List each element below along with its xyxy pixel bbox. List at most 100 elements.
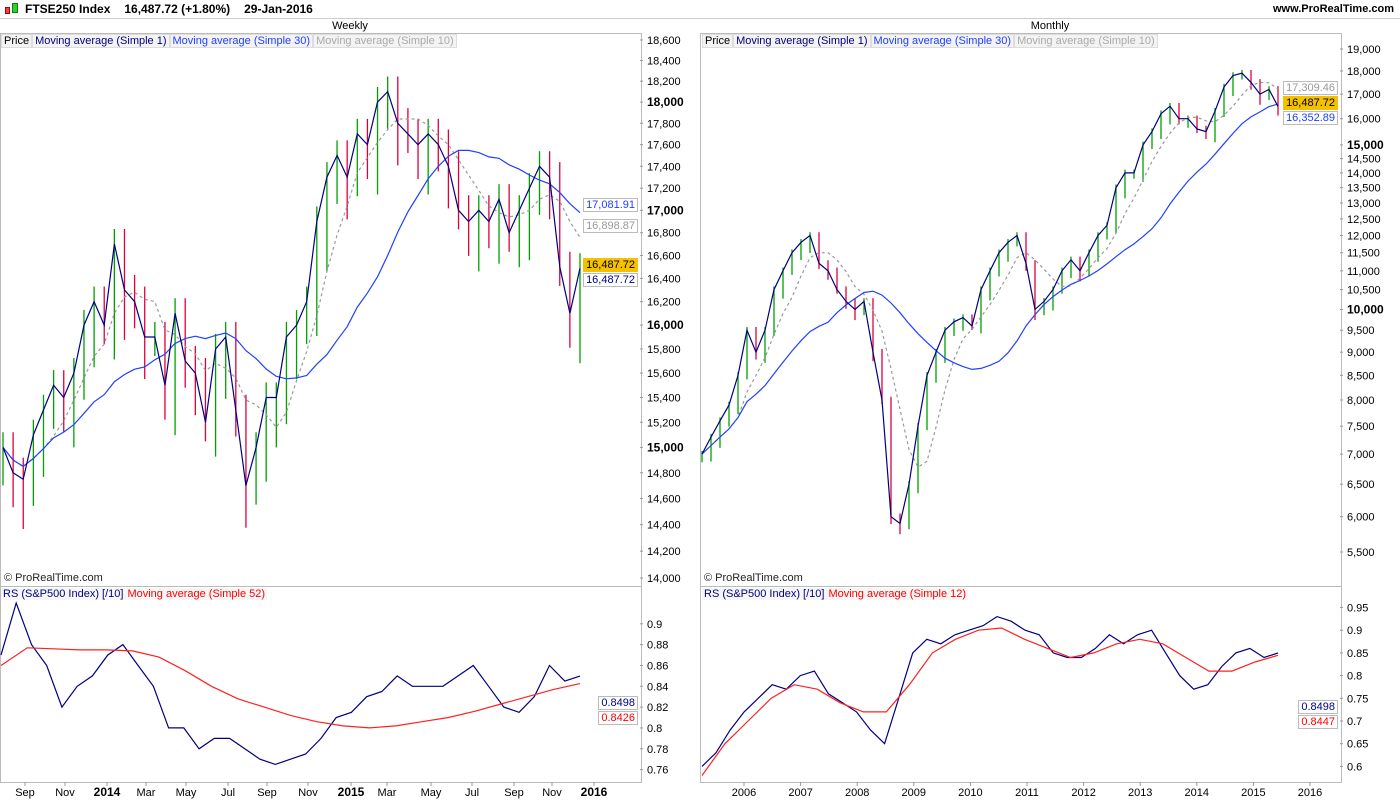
- legend-ma10[interactable]: Moving average (Simple 10): [1014, 34, 1158, 48]
- x-tick-label: Jul: [221, 787, 235, 799]
- legend-price[interactable]: Price: [702, 34, 734, 48]
- y-tick-label: 13,500: [1347, 183, 1381, 195]
- x-tick-label: 2011: [1015, 787, 1039, 799]
- weekly-rs-tag: 0.8498: [598, 696, 638, 710]
- y-tick-label: 0.9: [1347, 625, 1362, 637]
- y-tick-label: 9,500: [1347, 325, 1375, 337]
- panel-frame: [700, 33, 1342, 587]
- y-tick-label: 6,500: [1347, 479, 1375, 491]
- rs-line: [0, 601, 581, 766]
- x-tick-label: 2010: [958, 787, 982, 799]
- y-tick-label: 0.8: [647, 723, 662, 735]
- y-tick-label: 17,000: [1347, 89, 1381, 101]
- y-tick-label: 7,000: [1347, 449, 1375, 461]
- monthly-rs-tag: 0.8498: [1298, 700, 1338, 714]
- rs-line: [701, 615, 1279, 767]
- legend-ma1[interactable]: Moving average (Simple 1): [733, 34, 871, 48]
- y-tick-label: 17,800: [647, 118, 681, 130]
- y-tick-label: 14,000: [647, 573, 681, 585]
- monthly-ma30-tag: 16,352.89: [1283, 111, 1338, 125]
- y-tick-label: 16,800: [647, 228, 681, 240]
- x-tick-label: Mar: [137, 787, 156, 799]
- legend-rs[interactable]: RS (S&P500 Index) [/10]: [1, 588, 126, 600]
- ma-simple-10-line: [2, 118, 581, 468]
- x-tick-label: Sep: [15, 787, 35, 799]
- weekly-title: Weekly: [332, 20, 368, 32]
- weekly-ma10-tag: 16,898.87: [583, 219, 638, 233]
- x-tick-label: 2007: [788, 787, 812, 799]
- y-tick-label: 15,800: [647, 344, 681, 356]
- panel-frame: [0, 33, 642, 587]
- x-tick-label: Sep: [257, 787, 277, 799]
- y-tick-label: 0.82: [647, 702, 668, 714]
- site-link[interactable]: www.ProRealTime.com: [1272, 3, 1394, 15]
- x-tick-label: Nov: [298, 787, 318, 799]
- y-tick-label: 15,200: [647, 417, 681, 429]
- legend-ma30[interactable]: Moving average (Simple 30): [169, 34, 314, 48]
- x-tick-label: 2006: [732, 787, 756, 799]
- y-tick-label: 14,600: [647, 494, 681, 506]
- ma-simple-10-line: [701, 81, 1279, 468]
- y-tick-label: 12,500: [1347, 214, 1381, 226]
- rs-ma-line: [701, 627, 1279, 776]
- y-tick-label: 14,200: [647, 546, 681, 558]
- y-tick-label: 17,400: [647, 161, 681, 173]
- y-tick-label: 10,000: [1347, 302, 1384, 316]
- y-tick-label: 15,600: [647, 368, 681, 380]
- x-tick-label: 2014: [94, 785, 121, 799]
- y-tick-label: 8,500: [1347, 370, 1375, 382]
- weekly-copyright: © ProRealTime.com: [4, 572, 103, 584]
- instrument-header: FTSE250 Index 16,487.72 (+1.80%) 29-Jan-…: [0, 0, 1400, 19]
- x-tick-label: 2012: [1071, 787, 1095, 799]
- candlestick-logo-icon: [3, 1, 25, 17]
- x-tick-label: Jul: [465, 787, 479, 799]
- x-tick-label: 2015: [1241, 787, 1265, 799]
- x-tick-label: May: [176, 787, 197, 799]
- legend-rs[interactable]: RS (S&P500 Index) [/10]: [702, 588, 827, 600]
- y-tick-label: 14,000: [1347, 168, 1381, 180]
- x-tick-label: 2009: [902, 787, 926, 799]
- y-tick-label: 16,600: [647, 250, 681, 262]
- legend-rs-ma[interactable]: Moving average (Simple 12): [826, 588, 969, 600]
- y-tick-label: 18,600: [647, 35, 681, 47]
- y-tick-label: 0.85: [1347, 648, 1368, 660]
- y-tick-label: 16,000: [1347, 114, 1381, 126]
- y-tick-label: 14,500: [1347, 154, 1381, 166]
- x-tick-label: 2014: [1185, 787, 1209, 799]
- weekly-rs-legend: RS (S&P500 Index) [/10] Moving average (…: [1, 588, 268, 600]
- x-tick-label: Mar: [378, 787, 397, 799]
- y-tick-label: 0.9: [647, 619, 662, 631]
- x-tick-label: 2015: [338, 785, 365, 799]
- ma-simple-1-line: [2, 90, 581, 486]
- legend-ma1[interactable]: Moving average (Simple 1): [32, 34, 170, 48]
- weekly-price-tag: 16,487.72: [583, 258, 638, 272]
- panel-frame: [700, 586, 1342, 783]
- legend-price[interactable]: Price: [1, 34, 33, 48]
- y-tick-label: 17,600: [647, 140, 681, 152]
- y-tick-label: 0.6: [1347, 761, 1362, 773]
- legend-rs-ma[interactable]: Moving average (Simple 52): [125, 588, 268, 600]
- y-tick-label: 13,000: [1347, 198, 1381, 210]
- x-tick-label: Nov: [542, 787, 562, 799]
- legend-ma10[interactable]: Moving average (Simple 10): [313, 34, 457, 48]
- y-tick-label: 0.76: [647, 765, 668, 777]
- monthly-rsma-tag: 0.8447: [1298, 715, 1338, 729]
- legend-ma30[interactable]: Moving average (Simple 30): [870, 34, 1015, 48]
- x-tick-label: 2008: [845, 787, 869, 799]
- weekly-ma30-tag: 17,081.91: [583, 198, 638, 212]
- x-tick-label: 2013: [1128, 787, 1152, 799]
- ma-simple-30-line: [2, 149, 581, 468]
- y-tick-label: 19,000: [1347, 44, 1381, 56]
- y-tick-label: 18,000: [647, 95, 684, 109]
- y-tick-label: 16,200: [647, 297, 681, 309]
- monthly-copyright: © ProRealTime.com: [704, 572, 803, 584]
- ma-simple-30-line: [701, 103, 1279, 455]
- y-tick-label: 0.86: [647, 660, 668, 672]
- y-tick-label: 0.78: [647, 744, 668, 756]
- y-tick-label: 6,000: [1347, 512, 1375, 524]
- y-tick-label: 0.75: [1347, 693, 1368, 705]
- y-tick-label: 18,400: [647, 55, 681, 67]
- y-tick-label: 14,400: [647, 520, 681, 532]
- y-tick-label: 10,500: [1347, 285, 1381, 297]
